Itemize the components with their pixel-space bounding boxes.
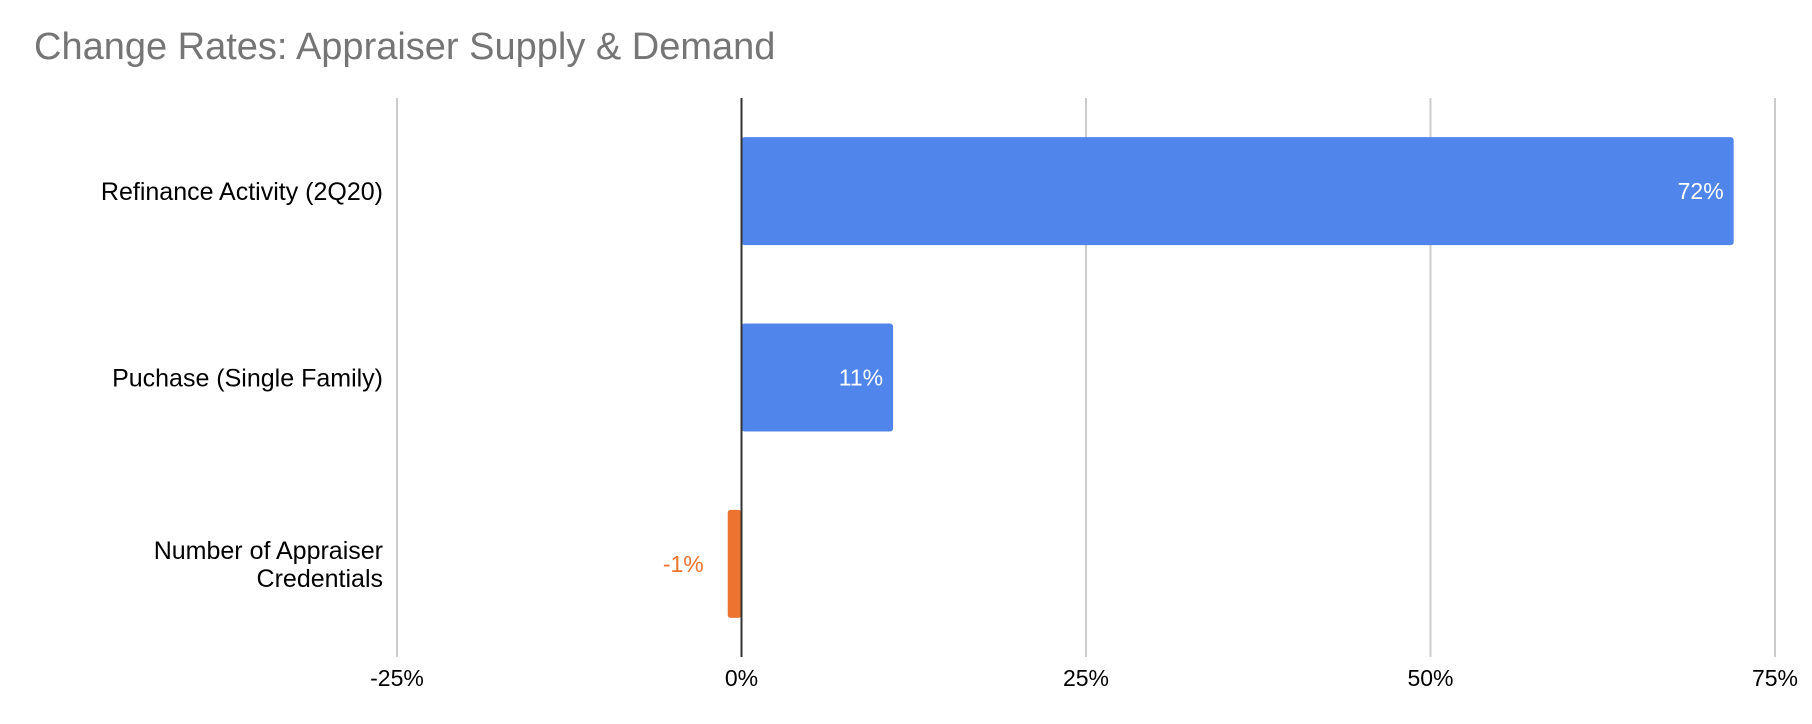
x-tick-label: 0% [725,665,758,691]
category-label: Number of Appraiser Credentials [154,537,383,593]
bar [741,323,894,432]
category-label: Refinance Activity (2Q20) [101,178,383,206]
chart-title: Change Rates: Appraiser Supply & Demand [34,26,776,68]
labels: -25% 0% 25% 50% 75% 72% Refinance Activity (2Q… [101,178,1798,691]
category-label: Puchase (Single Family) [112,365,383,393]
bar [727,509,742,618]
data-label: 72% [1678,178,1724,204]
data-label: 11% [839,365,883,391]
x-tick-label: 75% [1752,665,1798,691]
bars [727,137,1734,618]
x-tick-label: 25% [1063,665,1109,691]
x-tick-label: 50% [1407,665,1453,691]
bar [741,137,1734,246]
data-label: -1% [663,551,704,577]
x-tick-label: -25% [370,665,424,691]
